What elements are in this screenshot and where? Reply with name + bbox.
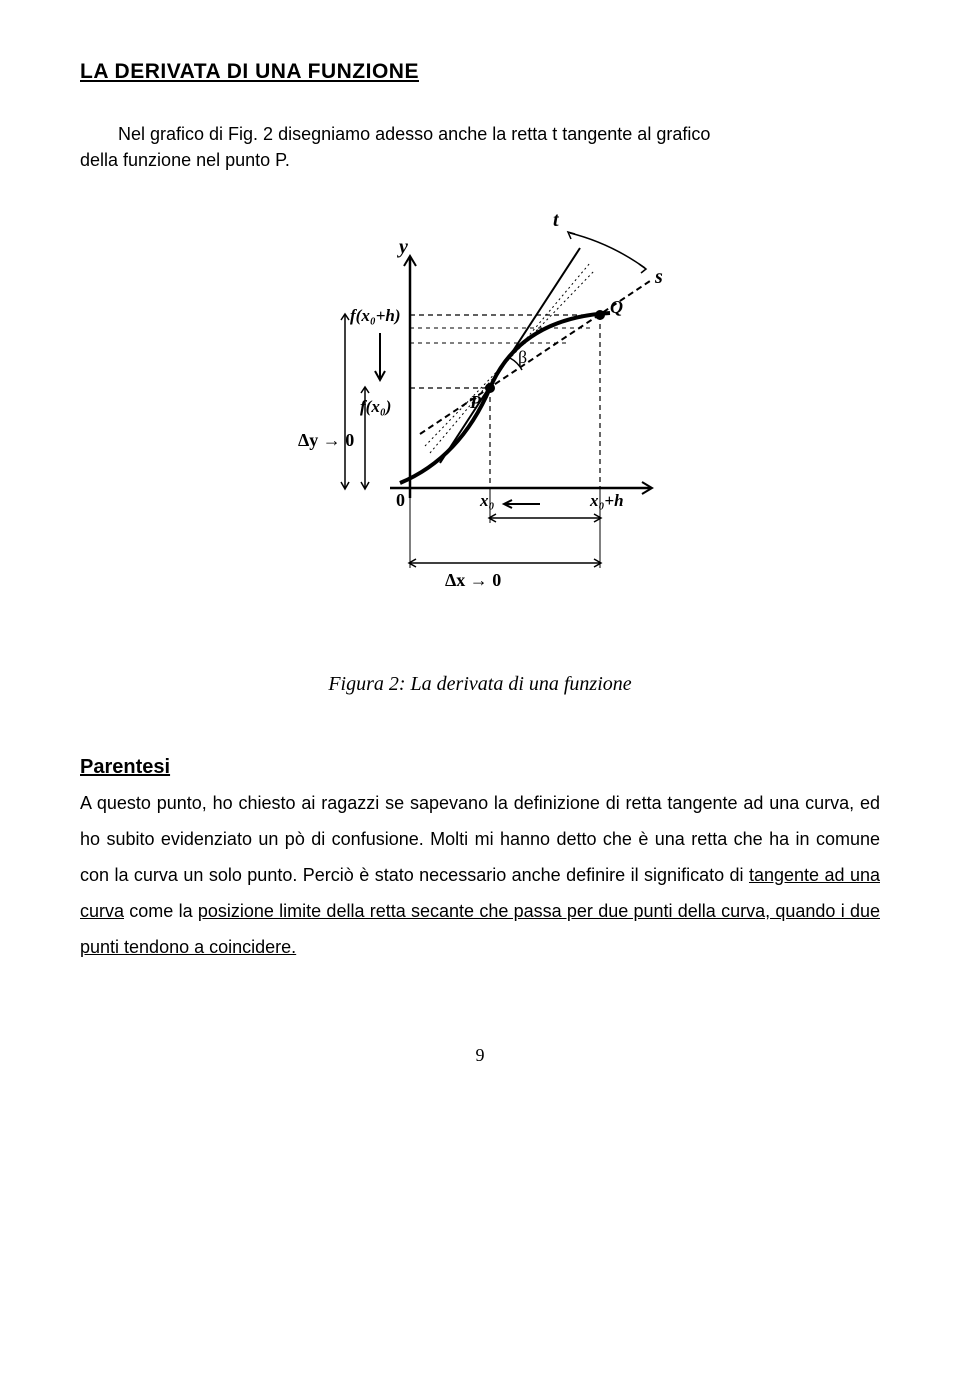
- intro-line-2: della funzione nel punto P.: [80, 150, 290, 170]
- figure-svg: y t s Q P β f(x₀+h) f(x₀) Δy → 0 0 x₀ x₀…: [290, 208, 670, 608]
- label-zero: 0: [396, 490, 405, 510]
- label-fxo: f(x₀): [360, 397, 391, 416]
- page-number: 9: [80, 1045, 880, 1066]
- body-paragraph: A questo punto, ho chiesto ai ragazzi se…: [80, 785, 880, 965]
- label-Q: Q: [610, 297, 623, 317]
- label-s: s: [654, 266, 663, 288]
- label-x0: x₀: [479, 491, 495, 510]
- label-fxo-h: f(x₀+h): [350, 306, 401, 325]
- figure-caption: Figura 2: La derivata di una funzione: [80, 673, 880, 696]
- label-beta: β: [518, 347, 527, 367]
- intro-line-1: Nel grafico di Fig. 2 disegniamo adesso …: [118, 124, 710, 144]
- subheading-parentesi: Parentesi: [80, 756, 880, 779]
- label-P: P: [469, 392, 482, 412]
- page-heading: LA DERIVATA DI UNA FUNZIONE: [80, 60, 880, 84]
- label-dy0: Δy → 0: [298, 430, 354, 450]
- label-t: t: [553, 209, 560, 231]
- label-dx0: Δx → 0: [445, 570, 501, 590]
- body-text-b: come la: [124, 901, 198, 921]
- label-x0h: x₀+h: [589, 491, 624, 510]
- page-root: LA DERIVATA DI UNA FUNZIONE Nel grafico …: [0, 0, 960, 1106]
- body-underline-2: posizione limite della retta secante che…: [80, 901, 880, 957]
- figure-container: y t s Q P β f(x₀+h) f(x₀) Δy → 0 0 x₀ x₀…: [80, 208, 880, 613]
- label-y: y: [397, 236, 408, 258]
